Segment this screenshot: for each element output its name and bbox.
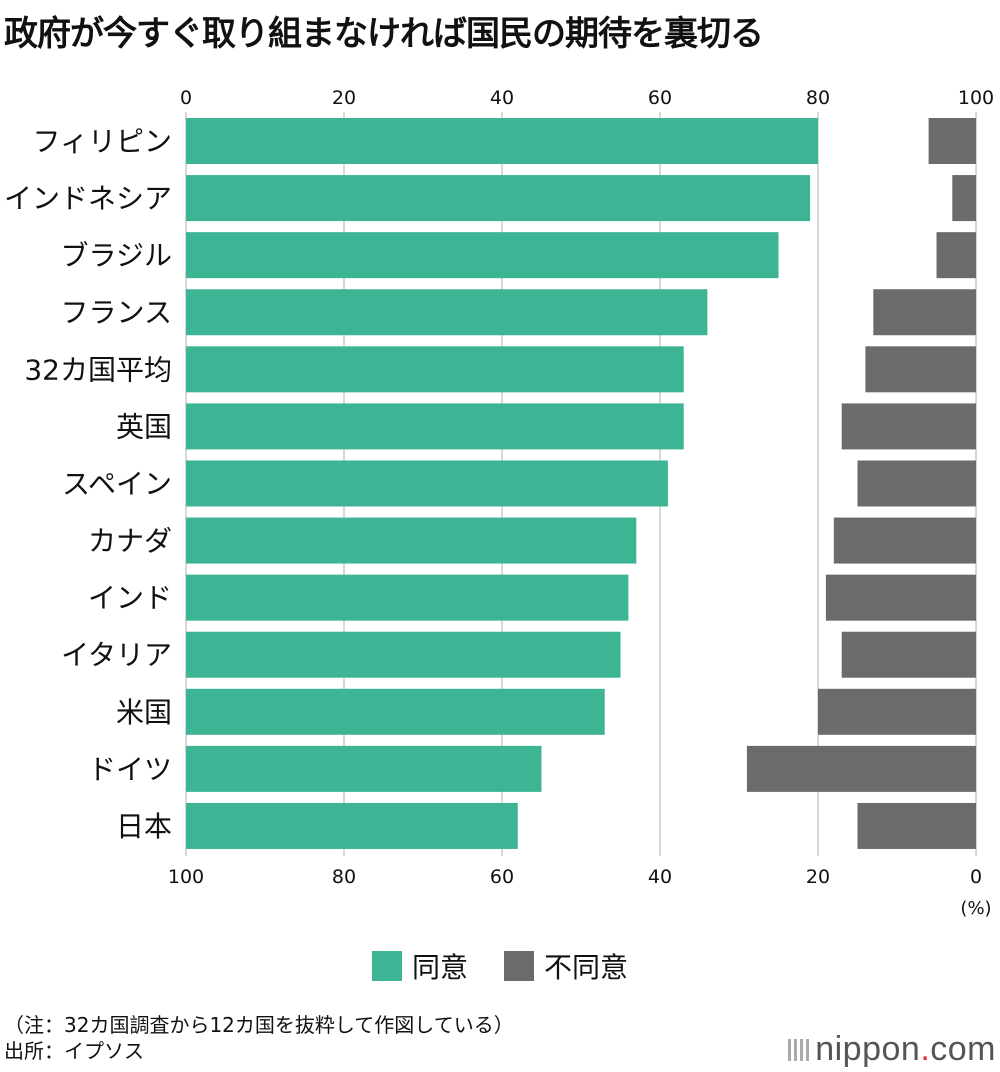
legend-item-agree: 同意 <box>371 946 468 986</box>
category-label: インドネシア <box>4 182 172 215</box>
disagree-bar <box>857 802 976 849</box>
category-label: ドイツ <box>88 753 172 786</box>
disagree-bar <box>952 175 976 222</box>
disagree-bar <box>873 289 976 336</box>
bottom-tick-label: 100 <box>168 866 204 888</box>
nippon-logo: nippon.com <box>788 1030 996 1069</box>
disagree-bar <box>857 460 976 507</box>
legend-label-agree: 同意 <box>411 951 468 984</box>
agree-bar <box>186 802 518 849</box>
disagree-bar <box>936 232 976 279</box>
bottom-tick-label: 0 <box>970 866 982 888</box>
footnote: （注：32カ国調査から12カ国を抜粋して作図している） 出所：イプソス <box>4 1012 514 1064</box>
agree-bar <box>186 403 684 450</box>
bottom-tick-label: 20 <box>806 866 830 888</box>
bottom-axis: 100 80 60 40 20 0 <box>168 866 982 888</box>
top-tick-label: 20 <box>332 87 356 109</box>
agree-bar <box>186 175 811 222</box>
disagree-bar <box>841 403 976 450</box>
footnote-source: 出所：イプソス <box>4 1039 144 1063</box>
category-label: カナダ <box>88 525 172 558</box>
legend-label-disagree: 不同意 <box>544 951 629 984</box>
top-tick-label: 80 <box>806 87 830 109</box>
legend-swatch-agree <box>371 951 402 981</box>
legend-swatch-disagree <box>504 951 534 981</box>
category-label: 日本 <box>116 810 172 843</box>
disagree-bar <box>841 631 976 678</box>
disagree-bar <box>865 346 976 393</box>
disagree-bar <box>746 745 976 792</box>
top-axis: 0 20 40 60 80 100 <box>180 87 994 109</box>
disagree-bar <box>833 517 976 564</box>
bar-chart: 0 20 40 60 80 100 100 80 60 40 20 0 フィリピンインドネシアブラジ… <box>4 87 994 919</box>
agree-bar <box>186 688 605 735</box>
chart-title: 政府が今すぐ取り組まなければ国民の期待を裏切る <box>4 14 764 54</box>
category-label: ブラジル <box>61 239 172 272</box>
top-tick-label: 40 <box>490 87 514 109</box>
agree-bar <box>186 631 621 678</box>
agree-bar <box>186 745 542 792</box>
category-label: フィリピン <box>33 125 172 158</box>
top-tick-label: 60 <box>648 87 672 109</box>
logo-text: nippon.com <box>815 1030 996 1068</box>
legend: 同意 不同意 <box>0 946 1000 986</box>
category-label: スペイン <box>62 467 172 500</box>
disagree-bar <box>818 688 976 735</box>
top-tick-label: 0 <box>180 87 192 109</box>
agree-bar <box>186 574 629 621</box>
category-label: フランス <box>61 296 172 329</box>
category-label: 英国 <box>116 410 172 443</box>
category-label: 32カ国平均 <box>24 353 172 386</box>
agree-bar <box>186 517 637 564</box>
bottom-tick-label: 60 <box>490 866 514 888</box>
agree-bars <box>186 118 818 849</box>
agree-bar <box>186 346 684 393</box>
disagree-bars <box>746 118 976 849</box>
disagree-bar <box>825 574 976 621</box>
unit-label: (%) <box>960 898 991 919</box>
legend-item-disagree: 不同意 <box>504 946 628 986</box>
bottom-tick-label: 40 <box>648 866 672 888</box>
footnote-note: （注：32カ国調査から12カ国を抜粋して作図している） <box>4 1013 514 1037</box>
agree-bar <box>186 118 818 164</box>
agree-bar <box>186 460 668 507</box>
logo-mark-icon <box>788 1038 810 1061</box>
category-label: インド <box>88 582 172 615</box>
agree-bar <box>186 232 779 279</box>
category-label: イタリア <box>61 639 172 672</box>
category-label: 米国 <box>116 696 172 729</box>
agree-bar <box>186 289 708 336</box>
bottom-tick-label: 80 <box>332 866 356 888</box>
top-tick-label: 100 <box>958 87 994 109</box>
disagree-bar <box>928 118 976 164</box>
